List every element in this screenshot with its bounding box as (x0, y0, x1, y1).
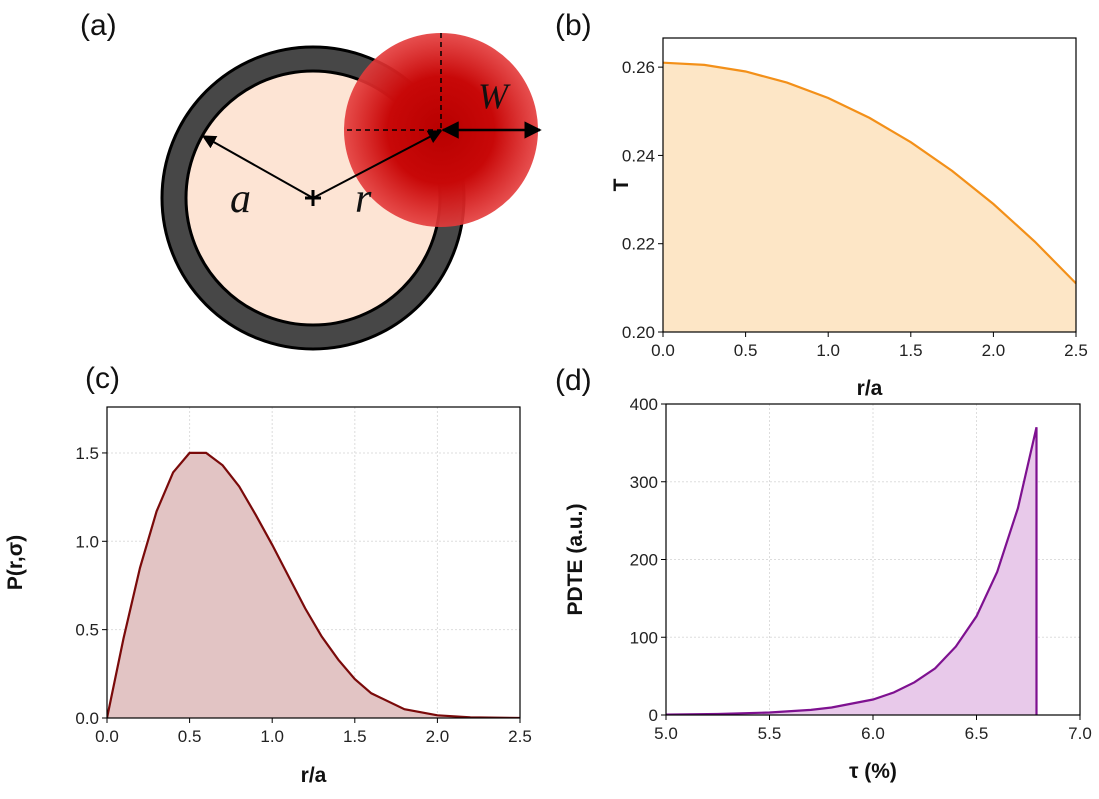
panel: 5.0 5.5 6.0 6.5 7.0 0 100 200 300 400 (d) τ (%) PDTE… (555, 364, 1092, 783)
y-axis-title: P(r,σ) (4, 535, 27, 590)
y-tick-label: 0.5 (75, 621, 99, 640)
arrow-a (201, 135, 314, 199)
panel-label: (d) (555, 364, 592, 397)
panel: 0.0 0.5 1.0 1.5 2.0 2.5 0.20 0.22 0.24 0.26 (b) r/a… (555, 9, 1088, 400)
plot-frame (665, 403, 1081, 716)
plot-frame (662, 37, 1077, 333)
y-tick-label: 0.20 (622, 323, 655, 342)
area-fill (663, 62, 1076, 332)
x-tick-label: 2.5 (1064, 341, 1088, 360)
x-tick-label: 5.5 (758, 724, 782, 743)
y-tick-label: 300 (630, 473, 658, 492)
center-mark (305, 190, 321, 206)
x-tick-label: 1.0 (816, 341, 840, 360)
x-axis-title: r/a (301, 764, 327, 787)
x-tick-label: 1.5 (343, 727, 367, 746)
area-fill (107, 452, 520, 718)
area-fill (666, 427, 1037, 715)
y-tick-label: 1.0 (75, 532, 99, 551)
y-tick-label: 1.5 (75, 444, 99, 463)
plot-frame (106, 406, 521, 719)
panel-label: (c) (85, 362, 120, 395)
y-tick-label: 400 (630, 395, 658, 414)
panel: 0.0 0.5 1.0 1.5 2.0 2.5 0.0 0.5 1.0 1.5 (c) r/a P(r,… (4, 362, 532, 787)
y-tick-label: 0.0 (75, 709, 99, 728)
y-tick-label: 0.22 (622, 235, 655, 254)
x-axis-title: r/a (857, 377, 883, 400)
y-tick-label: 0 (649, 706, 658, 725)
y-tick-label: 100 (630, 628, 658, 647)
line (107, 451, 520, 718)
diagram: (a) a r W (80, 9, 542, 351)
panel-label: (a) (80, 9, 117, 42)
x-tick-label: 0.5 (178, 727, 202, 746)
y-tick-label: 0.26 (622, 58, 655, 77)
x-tick-label: 5.0 (654, 724, 678, 743)
y-tick-label: 0.24 (622, 146, 655, 165)
x-tick-label: 2.5 (508, 727, 532, 746)
x-tick-label: 7.0 (1068, 724, 1092, 743)
x-tick-label: 6.0 (861, 724, 885, 743)
x-axis-title: τ (%) (849, 760, 897, 783)
line (666, 427, 1038, 715)
panel-label: (b) (555, 9, 592, 42)
x-tick-label: 0.0 (651, 341, 675, 360)
symbol-r: r (355, 176, 372, 222)
arrow-r (312, 130, 443, 199)
symbol-a: a (230, 176, 251, 222)
x-tick-label: 0.5 (734, 341, 758, 360)
x-tick-label: 2.0 (982, 341, 1006, 360)
x-tick-label: 6.5 (965, 724, 989, 743)
x-tick-label: 1.0 (260, 727, 284, 746)
symbol-w: W (478, 76, 511, 116)
y-axis-title: T (610, 178, 633, 191)
x-tick-label: 2.0 (426, 727, 450, 746)
x-tick-label: 1.5 (899, 341, 923, 360)
y-axis-title: PDTE (a.u.) (564, 503, 587, 615)
y-tick-label: 200 (630, 551, 658, 570)
line (663, 61, 1076, 285)
x-tick-label: 0.0 (95, 727, 119, 746)
